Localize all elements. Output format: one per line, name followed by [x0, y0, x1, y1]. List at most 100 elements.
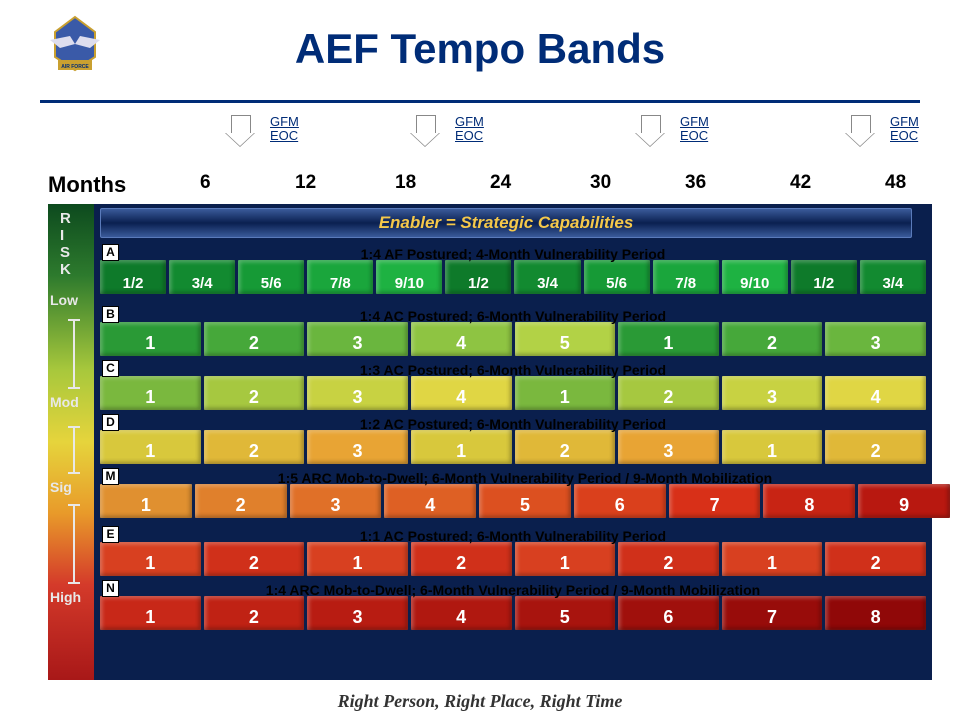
band-cell: 5/6: [238, 260, 304, 294]
risk-label: Sig: [50, 479, 72, 495]
band-cell: 2: [204, 542, 305, 576]
band-cell: 3: [825, 322, 926, 356]
gfm-row: GFMEOCGFMEOCGFMEOCGFMEOC: [0, 115, 960, 160]
gfm-arrow-icon: [416, 115, 436, 135]
risk-label: Low: [50, 292, 78, 308]
band-tag: D: [102, 414, 119, 431]
band-cell: 1/2: [445, 260, 511, 294]
band-cell: 2: [825, 542, 926, 576]
band-cell: 7: [722, 596, 823, 630]
band-cell: 6: [618, 596, 719, 630]
band-cell: 1: [722, 542, 823, 576]
band-cell: 9: [858, 484, 950, 518]
band-desc: 1:4 AF Postured; 4-Month Vulnerability P…: [100, 246, 926, 262]
band-cell: 3: [307, 376, 408, 410]
band-cell: 9/10: [376, 260, 442, 294]
band-cell: 2: [204, 376, 305, 410]
month-tick: 48: [885, 172, 906, 194]
band-cell: 3/4: [169, 260, 235, 294]
band-cell: 2: [204, 322, 305, 356]
band-cell: 5: [515, 322, 616, 356]
band-cell: 1: [618, 322, 719, 356]
band-cell: 5: [515, 596, 616, 630]
band-desc: 1:2 AC Postured; 6-Month Vulnerability P…: [100, 416, 926, 432]
month-tick: 42: [790, 172, 811, 194]
enabler-bar: Enabler = Strategic Capabilities: [100, 208, 912, 238]
band-cell: 3: [307, 322, 408, 356]
band-cell: 2: [722, 322, 823, 356]
band-cell: 2: [204, 430, 305, 464]
band-cell: 6: [574, 484, 666, 518]
gfm-arrow-icon: [851, 115, 871, 135]
band-cell: 1/2: [791, 260, 857, 294]
band-cell: 5: [479, 484, 571, 518]
band-desc: 1:4 AC Postured; 6-Month Vulnerability P…: [100, 308, 926, 324]
band-desc: 1:4 ARC Mob-to-Dwell; 6-Month Vulnerabil…: [100, 582, 926, 598]
band-cell: 3: [307, 430, 408, 464]
month-tick: 18: [395, 172, 416, 194]
band-cell: 1: [100, 322, 201, 356]
band-desc: 1:1 AC Postured; 6-Month Vulnerability P…: [100, 528, 926, 544]
band-area: Enabler = Strategic Capabilities A1:4 AF…: [94, 204, 932, 680]
month-tick: 30: [590, 172, 611, 194]
band-cell: 4: [384, 484, 476, 518]
band-cell: 1: [100, 430, 201, 464]
band-cell: 2: [411, 542, 512, 576]
band-cell: 9/10: [722, 260, 788, 294]
band-cell: 2: [204, 596, 305, 630]
band-tag: C: [102, 360, 119, 377]
band-cell: 3/4: [860, 260, 926, 294]
band-cell: 1: [100, 542, 201, 576]
band-cell: 3/4: [514, 260, 580, 294]
band-cell: 1/2: [100, 260, 166, 294]
gfm-arrow-icon: [641, 115, 661, 135]
band-cell: 4: [411, 376, 512, 410]
band-cell: 3: [290, 484, 382, 518]
gfm-eoc-label: GFMEOC: [270, 115, 299, 143]
band-cell: 4: [411, 596, 512, 630]
band-cell: 5/6: [584, 260, 650, 294]
month-tick: 24: [490, 172, 511, 194]
risk-label: High: [50, 589, 81, 605]
band-desc: 1:5 ARC Mob-to-Dwell; 6-Month Vulnerabil…: [100, 470, 950, 486]
band-cell: 1: [515, 542, 616, 576]
page-title: AEF Tempo Bands: [0, 25, 960, 73]
risk-label: Mod: [50, 394, 79, 410]
band-cell: 2: [515, 430, 616, 464]
footer-motto: Right Person, Right Place, Right Time: [0, 691, 960, 712]
band-cell: 1: [411, 430, 512, 464]
band-cell: 3: [722, 376, 823, 410]
band-cell: 3: [307, 596, 408, 630]
month-tick: 6: [200, 172, 211, 194]
band-tag: A: [102, 244, 119, 261]
month-tick: 12: [295, 172, 316, 194]
band-cell: 1: [100, 596, 201, 630]
risk-letters: RISK: [60, 210, 71, 278]
band-cell: 4: [825, 376, 926, 410]
chart-area: RISK Low Mod Sig High Enabler = Strategic C…: [48, 204, 932, 680]
band-tag: N: [102, 580, 119, 597]
gfm-arrow-icon: [231, 115, 251, 135]
band-cell: 8: [825, 596, 926, 630]
band-cell: 1: [307, 542, 408, 576]
gfm-eoc-label: GFMEOC: [680, 115, 709, 143]
band-tag: B: [102, 306, 119, 323]
band-cell: 4: [411, 322, 512, 356]
band-cell: 3: [618, 430, 719, 464]
band-cell: 1: [100, 376, 201, 410]
band-cell: 7/8: [307, 260, 373, 294]
band-cell: 7/8: [653, 260, 719, 294]
band-cell: 1: [100, 484, 192, 518]
gfm-eoc-label: GFMEOC: [455, 115, 484, 143]
band-cell: 1: [515, 376, 616, 410]
band-cell: 2: [195, 484, 287, 518]
band-cell: 8: [763, 484, 855, 518]
band-cell: 2: [825, 430, 926, 464]
risk-column: RISK Low Mod Sig High: [48, 204, 94, 680]
months-label: Months: [48, 172, 126, 198]
month-tick: 36: [685, 172, 706, 194]
band-cell: 2: [618, 376, 719, 410]
title-rule: [40, 100, 920, 103]
band-desc: 1:3 AC Postured; 6-Month Vulnerability P…: [100, 362, 926, 378]
band-cell: 7: [669, 484, 761, 518]
